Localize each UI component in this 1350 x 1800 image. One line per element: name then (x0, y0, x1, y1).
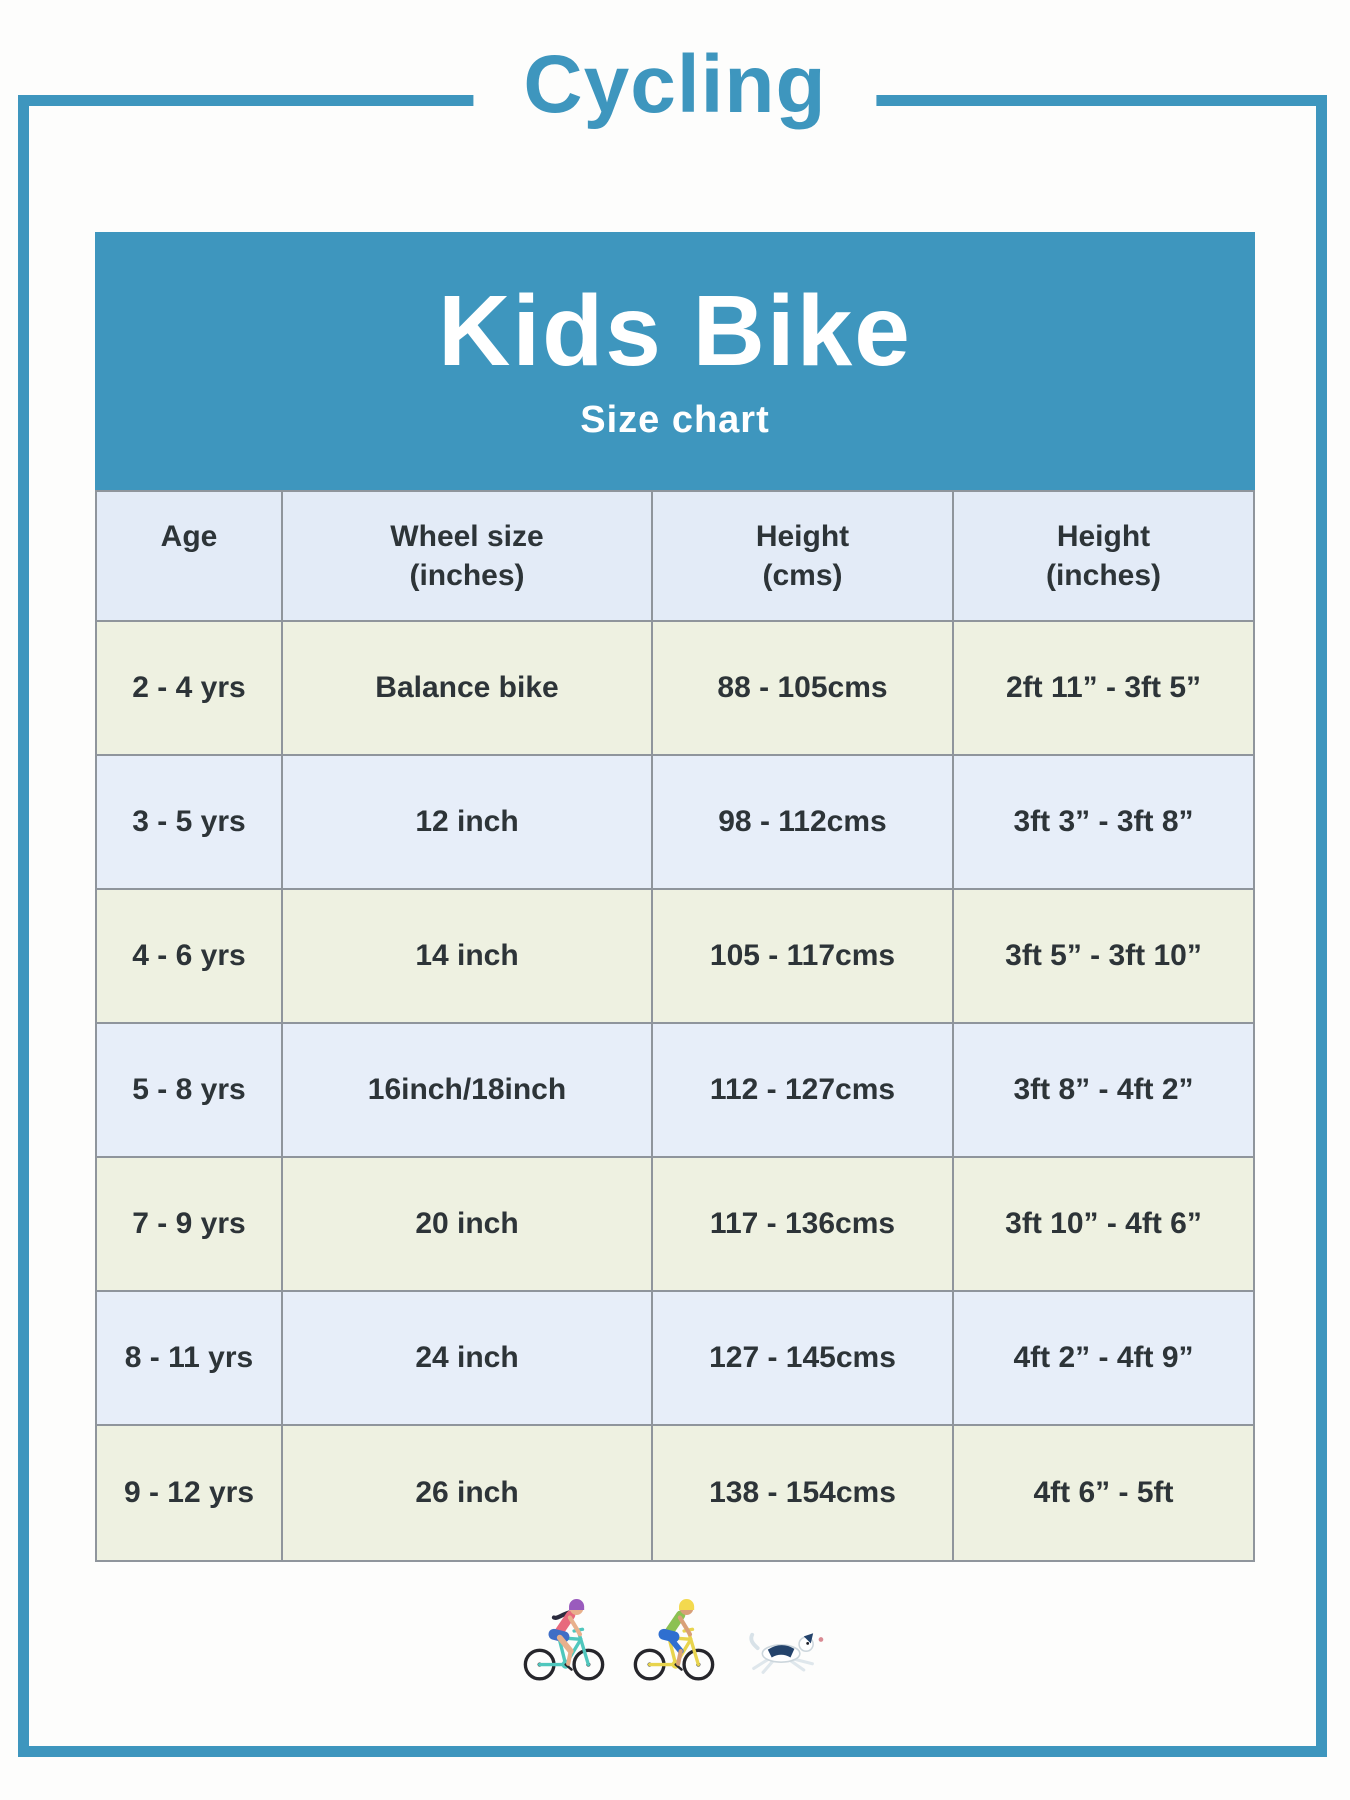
chart-subtitle: Size chart (580, 398, 770, 441)
size-chart: Kids Bike Size chart Age Wheel size (inc… (95, 232, 1255, 1562)
table-cell-wheel: 12 inch (283, 756, 653, 890)
table-cell-wheel: 20 inch (283, 1158, 653, 1292)
table-cell-height-cms: 117 - 136cms (653, 1158, 954, 1292)
table-cell-height-cms: 127 - 145cms (653, 1292, 954, 1426)
dog-tail (749, 1632, 760, 1651)
table-cell-wheel: Balance bike (283, 622, 653, 756)
table-cell-wheel: 16inch/18inch (283, 1024, 653, 1158)
table-cell-age: 8 - 11 yrs (97, 1292, 283, 1426)
table-cell-height-in: 3ft 5” - 3ft 10” (954, 890, 1253, 1024)
column-header-line1: Age (160, 520, 218, 553)
table-cell-height-in: 2ft 11” - 3ft 5” (954, 622, 1253, 756)
boy-helmet (679, 1599, 695, 1610)
column-header-line2: (inches) (409, 559, 525, 592)
column-header-height-cms: Height (cms) (653, 492, 954, 622)
column-header-line1: Height (755, 520, 850, 553)
girl-on-bike-icon (523, 1599, 605, 1681)
table-cell-height-cms: 88 - 105cms (653, 622, 954, 756)
column-header-line2: (inches) (1045, 559, 1162, 592)
table-cell-wheel: 24 inch (283, 1292, 653, 1426)
running-dog-icon (749, 1632, 824, 1674)
table-cell-height-in: 3ft 10” - 4ft 6” (954, 1158, 1253, 1292)
column-header-age: Age (97, 492, 283, 622)
table-cell-height-in: 3ft 8” - 4ft 2” (954, 1024, 1253, 1158)
girl-helmet (569, 1599, 585, 1610)
chart-title: Kids Bike (438, 274, 912, 387)
dog-ear (803, 1633, 814, 1644)
boy-on-bike-icon (633, 1599, 715, 1681)
chart-banner: Kids Bike Size chart (95, 232, 1255, 490)
table-cell-age: 4 - 6 yrs (97, 890, 283, 1024)
dog-legs (752, 1657, 814, 1674)
table-cell-age: 5 - 8 yrs (97, 1024, 283, 1158)
dog-eye (806, 1641, 810, 1645)
table-cell-age: 9 - 12 yrs (97, 1426, 283, 1560)
table-cell-height-cms: 112 - 127cms (653, 1024, 954, 1158)
ball (818, 1637, 824, 1642)
table-cell-wheel: 14 inch (283, 890, 653, 1024)
column-header-line1: Height (1056, 520, 1151, 553)
table-cell-height-cms: 105 - 117cms (653, 890, 954, 1024)
table-cell-wheel: 26 inch (283, 1426, 653, 1560)
table-cell-height-in: 3ft 3” - 3ft 8” (954, 756, 1253, 890)
table-cell-height-cms: 98 - 112cms (653, 756, 954, 890)
column-header-line2: (cms) (762, 559, 843, 592)
table-cell-height-in: 4ft 6” - 5ft (954, 1426, 1253, 1560)
dog-wrap (742, 1624, 828, 1680)
table-cell-age: 2 - 4 yrs (97, 622, 283, 756)
table-cell-age: 3 - 5 yrs (97, 756, 283, 890)
column-header-height-inches: Height (inches) (954, 492, 1253, 622)
dog-patch (767, 1645, 795, 1658)
table-cell-height-cms: 138 - 154cms (653, 1426, 954, 1560)
column-header-wheel-size: Wheel size (inches) (283, 492, 653, 622)
size-table: Age Wheel size (inches) Height (cms) Hei… (95, 490, 1255, 1562)
footer-illustrations (0, 1588, 1350, 1684)
column-header-line1: Wheel size (390, 520, 544, 553)
table-cell-height-in: 4ft 2” - 4ft 9” (954, 1292, 1253, 1426)
table-cell-age: 7 - 9 yrs (97, 1158, 283, 1292)
page-title: Cycling (473, 38, 877, 133)
